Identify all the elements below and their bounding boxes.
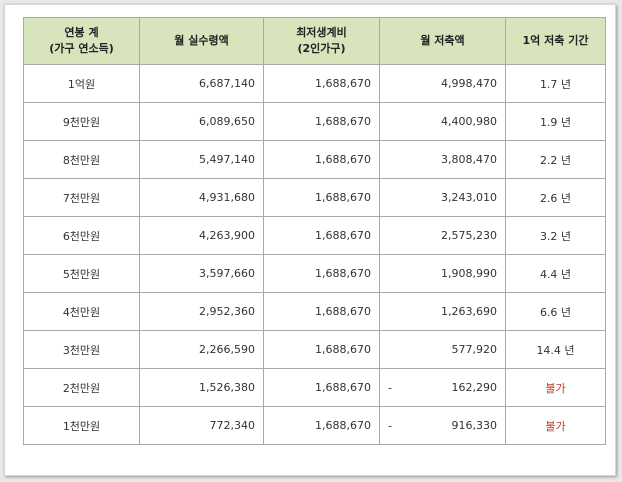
table-row: 6천만원 4,263,900 1,688,670 2,575,230 3.2 년 — [23, 216, 606, 255]
header-monthly-saving: 월 저축액 — [379, 17, 506, 65]
cell-minimum-living-cost: 1,688,670 — [263, 254, 380, 293]
saving-amount: 577,920 — [451, 343, 498, 356]
cell-monthly-saving: 4,998,470 — [379, 64, 506, 103]
header-line: 월 저축액 — [420, 34, 465, 47]
cell-monthly-saving: - 916,330 — [379, 406, 506, 445]
cell-annual-income: 4천만원 — [23, 292, 140, 331]
negative-sign: - — [388, 419, 392, 432]
table-row: 5천만원 3,597,660 1,688,670 1,908,990 4.4 년 — [23, 254, 606, 293]
cell-saving-period: 1.7 년 — [505, 64, 606, 103]
cell-annual-income: 9천만원 — [23, 102, 140, 141]
cell-saving-period: 14.4 년 — [505, 330, 606, 369]
table-row: 2천만원 1,526,380 1,688,670- 162,290 불가 — [23, 368, 606, 407]
cell-monthly-net: 2,952,360 — [139, 292, 264, 331]
header-row: 연봉 계 (가구 연소득) 월 실수령액 최저생계비 (2인가구) 월 저축액 … — [23, 17, 606, 65]
cell-monthly-saving: 1,908,990 — [379, 254, 506, 293]
savings-table: 연봉 계 (가구 연소득) 월 실수령액 최저생계비 (2인가구) 월 저축액 … — [23, 17, 606, 445]
cell-monthly-saving: 2,575,230 — [379, 216, 506, 255]
header-line: (가구 연소득) — [49, 42, 114, 55]
cell-saving-period: 1.9 년 — [505, 102, 606, 141]
saving-amount: 1,908,990 — [441, 267, 497, 280]
cell-monthly-saving: 3,808,470 — [379, 140, 506, 179]
cell-minimum-living-cost: 1,688,670 — [263, 102, 380, 141]
cell-monthly-saving: 3,243,010 — [379, 178, 506, 217]
table-row: 7천만원 4,931,680 1,688,670 3,243,010 2.6 년 — [23, 178, 606, 217]
cell-monthly-net: 2,266,590 — [139, 330, 264, 369]
cell-monthly-net: 3,597,660 — [139, 254, 264, 293]
cell-saving-period: 불가 — [505, 368, 606, 407]
cell-minimum-living-cost: 1,688,670 — [263, 292, 380, 331]
cell-minimum-living-cost: 1,688,670 — [263, 178, 380, 217]
table-row: 8천만원 5,497,140 1,688,670 3,808,470 2.2 년 — [23, 140, 606, 179]
table-row: 1천만원 772,340 1,688,670- 916,330 불가 — [23, 406, 606, 445]
cell-monthly-saving: 1,263,690 — [379, 292, 506, 331]
cell-annual-income: 1천만원 — [23, 406, 140, 445]
header-line: 연봉 계 — [64, 26, 99, 39]
cell-monthly-net: 4,263,900 — [139, 216, 264, 255]
cell-saving-period: 2.2 년 — [505, 140, 606, 179]
cell-annual-income: 1억원 — [23, 64, 140, 103]
document-frame: 연봉 계 (가구 연소득) 월 실수령액 최저생계비 (2인가구) 월 저축액 … — [4, 4, 616, 476]
header-line: (2인가구) — [297, 42, 346, 55]
cell-monthly-net: 6,687,140 — [139, 64, 264, 103]
cell-minimum-living-cost: 1,688,670 — [263, 64, 380, 103]
table-row: 4천만원 2,952,360 1,688,670 1,263,690 6.6 년 — [23, 292, 606, 331]
saving-amount: 1,263,690 — [441, 305, 497, 318]
header-annual-income: 연봉 계 (가구 연소득) — [23, 17, 140, 65]
cell-annual-income: 5천만원 — [23, 254, 140, 293]
table-row: 1억원 6,687,140 1,688,670 4,998,470 1.7 년 — [23, 64, 606, 103]
cell-monthly-net: 4,931,680 — [139, 178, 264, 217]
saving-amount: 4,400,980 — [441, 115, 497, 128]
cell-monthly-net: 772,340 — [139, 406, 264, 445]
negative-sign: - — [388, 381, 392, 394]
cell-annual-income: 8천만원 — [23, 140, 140, 179]
saving-amount: 3,243,010 — [441, 191, 497, 204]
cell-monthly-net: 1,526,380 — [139, 368, 264, 407]
cell-saving-period: 불가 — [505, 406, 606, 445]
header-line: 최저생계비 — [296, 26, 347, 39]
cell-saving-period: 6.6 년 — [505, 292, 606, 331]
table-row: 9천만원 6,089,650 1,688,670 4,400,980 1.9 년 — [23, 102, 606, 141]
header-line: 월 실수령액 — [174, 34, 229, 47]
header-saving-period: 1억 저축 기간 — [505, 17, 606, 65]
cell-annual-income: 2천만원 — [23, 368, 140, 407]
saving-amount: 3,808,470 — [441, 153, 497, 166]
cell-monthly-net: 5,497,140 — [139, 140, 264, 179]
header-minimum-living-cost: 최저생계비 (2인가구) — [263, 17, 380, 65]
cell-monthly-saving: 4,400,980 — [379, 102, 506, 141]
saving-amount: 2,575,230 — [441, 229, 497, 242]
cell-minimum-living-cost: 1,688,670 — [263, 330, 380, 369]
cell-monthly-net: 6,089,650 — [139, 102, 264, 141]
table-row: 3천만원 2,266,590 1,688,670 577,920 14.4 년 — [23, 330, 606, 369]
cell-minimum-living-cost: 1,688,670 — [263, 140, 380, 179]
table-body: 1억원 6,687,140 1,688,670 4,998,470 1.7 년 9천만원 6… — [23, 64, 606, 445]
saving-amount: 4,998,470 — [441, 77, 497, 90]
header-monthly-net: 월 실수령액 — [139, 17, 264, 65]
cell-minimum-living-cost: 1,688,670 — [263, 368, 380, 407]
cell-annual-income: 7천만원 — [23, 178, 140, 217]
header-line: 1억 저축 기간 — [522, 34, 589, 47]
cell-annual-income: 3천만원 — [23, 330, 140, 369]
cell-monthly-saving: - 162,290 — [379, 368, 506, 407]
cell-saving-period: 3.2 년 — [505, 216, 606, 255]
saving-amount: 916,330 — [451, 419, 498, 432]
cell-minimum-living-cost: 1,688,670 — [263, 216, 380, 255]
cell-monthly-saving: 577,920 — [379, 330, 506, 369]
saving-amount: 162,290 — [451, 381, 498, 394]
cell-saving-period: 4.4 년 — [505, 254, 606, 293]
cell-annual-income: 6천만원 — [23, 216, 140, 255]
cell-minimum-living-cost: 1,688,670 — [263, 406, 380, 445]
cell-saving-period: 2.6 년 — [505, 178, 606, 217]
